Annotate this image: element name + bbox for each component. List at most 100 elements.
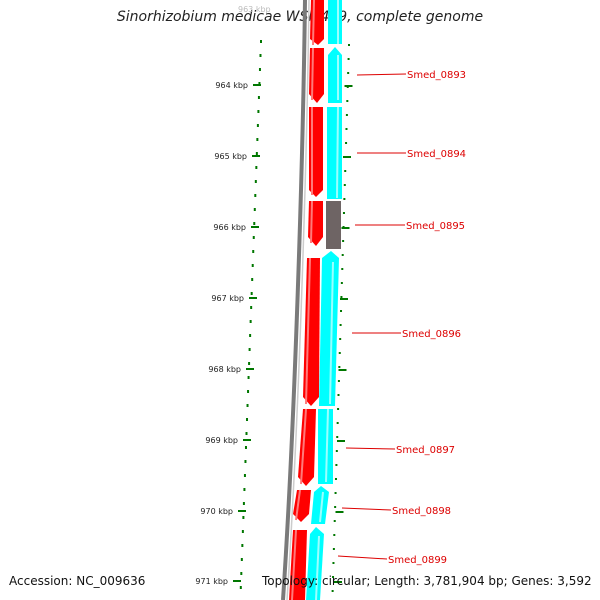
- scale-dot: [254, 194, 257, 197]
- scale-dot: [335, 464, 338, 466]
- scale-tick-label: 963 kbp: [238, 5, 271, 14]
- topology-info: Topology: circular; Length: 3,781,904 bp…: [262, 574, 592, 588]
- scale-dot: [340, 282, 343, 284]
- scale-dot: [332, 576, 335, 578]
- scale-dot: [252, 250, 255, 253]
- scale-dot: [348, 44, 350, 46]
- scale-dot: [258, 68, 261, 71]
- scale-dot: [257, 96, 260, 99]
- scale-track: 963 kbp 964 kbp 965 kbp 966 kbp 967 kbp 968 k…: [195, 5, 353, 592]
- scale-dot: [246, 404, 249, 407]
- scale-dot: [248, 348, 251, 351]
- gene-label: Smed_0894: [407, 149, 466, 160]
- scale-dot: [250, 306, 253, 309]
- scale-dot: [243, 488, 246, 491]
- scale-dot: [246, 418, 249, 421]
- scale-tick-label: 967 kbp: [211, 294, 244, 303]
- scale-dot: [339, 338, 342, 340]
- scale-tick: [253, 84, 261, 86]
- scale-dot: [343, 184, 346, 186]
- reverse-gene: [327, 107, 342, 199]
- scale-tick: [246, 368, 254, 370]
- scale-tick: [334, 581, 342, 583]
- scale-dot: [342, 212, 345, 214]
- scale-dot: [337, 394, 340, 396]
- scale-dot: [344, 170, 347, 172]
- scale-dot: [253, 208, 256, 211]
- scale-dot: [335, 450, 338, 452]
- scale-dot: [243, 474, 246, 477]
- scale-dot: [258, 82, 261, 85]
- reverse-gene-arrow: [306, 527, 324, 600]
- scale-dot: [336, 422, 339, 424]
- gene-leader-line: [345, 447, 396, 450]
- gene-leader-line: [337, 555, 388, 560]
- gene-label: Smed_0899: [388, 555, 447, 566]
- scale-dot: [242, 502, 245, 505]
- scale-dot: [244, 446, 247, 449]
- forward-gene-arrow: [310, 0, 324, 45]
- scale-tick-label: 970 kbp: [200, 507, 233, 516]
- scale-tick: [341, 227, 350, 229]
- scale-dot: [251, 278, 254, 281]
- scale-tick: [243, 439, 251, 441]
- scale-dot: [252, 236, 255, 239]
- scale-dot: [244, 460, 247, 463]
- scale-dot: [251, 264, 254, 267]
- scale-dot: [337, 380, 340, 382]
- scale-dot: [345, 114, 348, 116]
- scale-dot: [338, 352, 341, 354]
- gene-label-track: Smed_0893 Smed_0894 Smed_0895 Smed_0896 Smed…: [337, 70, 466, 566]
- scale-tick: [249, 297, 257, 299]
- gene-label: Smed_0897: [396, 445, 455, 456]
- scale-dot: [341, 268, 344, 270]
- scale-dot: [334, 506, 337, 508]
- scale-dot: [343, 198, 346, 200]
- scale-dot: [253, 222, 256, 225]
- scale-tick-label: 969 kbp: [205, 436, 238, 445]
- scale-dot: [334, 492, 337, 494]
- scale-tick: [252, 155, 260, 157]
- scale-dot: [341, 254, 344, 256]
- scale-dot: [245, 432, 248, 435]
- scale-dot: [342, 240, 345, 242]
- scale-tick-label: 966 kbp: [213, 223, 246, 232]
- scale-tick-label: 968 kbp: [208, 365, 241, 374]
- scale-dot: [331, 590, 334, 592]
- scale-dot: [255, 166, 258, 169]
- scale-tick: [343, 156, 351, 158]
- scale-dot: [257, 110, 260, 113]
- scale-dot: [345, 142, 348, 144]
- scale-dot: [256, 138, 259, 141]
- scale-tick: [344, 85, 353, 87]
- gene-label: Smed_0893: [407, 70, 466, 81]
- reverse-gene: [328, 0, 342, 44]
- genome-title: Sinorhizobium medicae WSM419, complete g…: [116, 9, 484, 25]
- scale-tick: [340, 298, 348, 300]
- scale-dot: [254, 180, 257, 183]
- scale-dot: [241, 530, 244, 533]
- reverse-strand-track: [306, 0, 342, 600]
- scale-dot: [333, 520, 336, 522]
- scale-tick-label: 965 kbp: [214, 152, 247, 161]
- reverse-gene-arrow: [319, 251, 339, 406]
- scale-dot: [332, 548, 335, 550]
- scale-dot: [347, 72, 350, 74]
- forward-strand-track: [289, 0, 324, 600]
- scale-tick-label: 964 kbp: [215, 81, 248, 90]
- gene-label: Smed_0898: [392, 506, 451, 517]
- scale-dot: [239, 586, 242, 589]
- reverse-gene-arrow: [311, 486, 329, 524]
- gene-leader-line: [341, 507, 392, 511]
- scale-dot: [337, 408, 340, 410]
- scale-dot: [340, 296, 343, 298]
- scale-dot: [249, 334, 252, 337]
- scale-dot: [249, 320, 252, 323]
- scale-dot: [241, 544, 244, 547]
- scale-dot: [240, 572, 243, 575]
- scale-dot: [260, 40, 262, 43]
- genome-backbone: [281, 0, 307, 600]
- scale-dot: [240, 558, 243, 561]
- scale-dot: [334, 478, 337, 480]
